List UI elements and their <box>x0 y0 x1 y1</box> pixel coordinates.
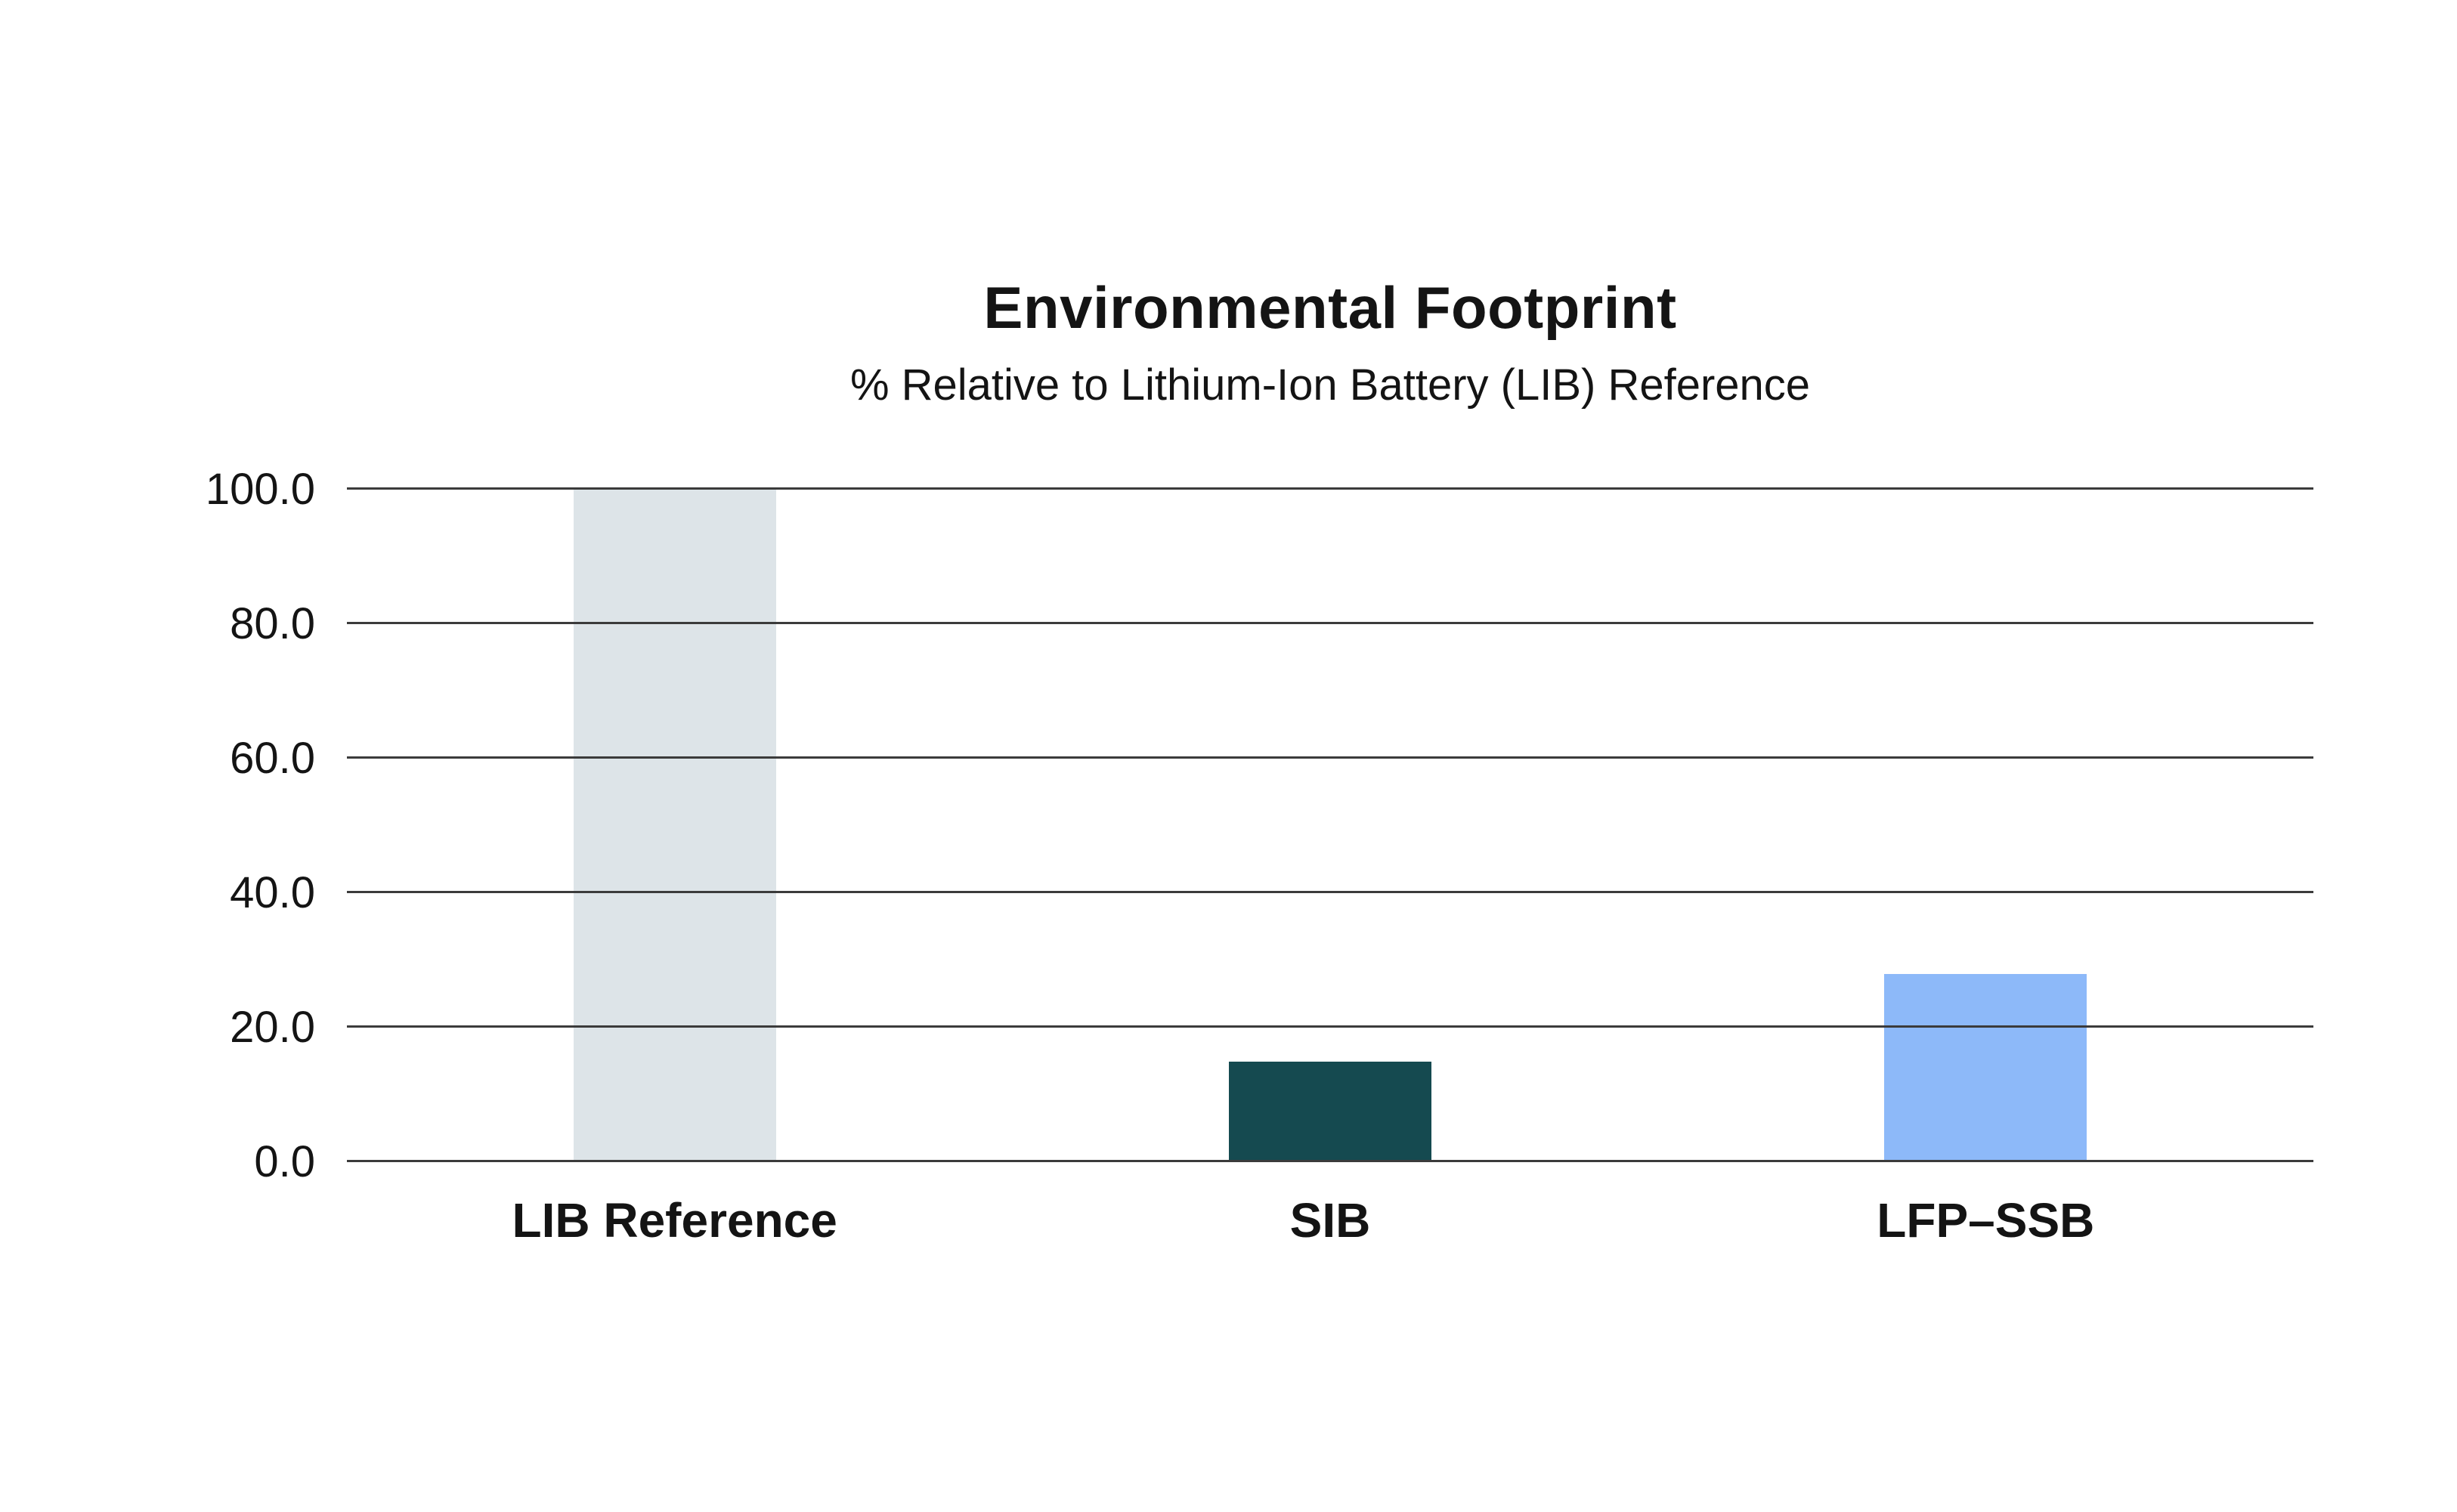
y-axis-tick-labels: 0.0 20.0 40.0 60.0 80.0 100.0 <box>0 468 315 1184</box>
gridline <box>347 891 2313 893</box>
bar-lib-reference <box>573 490 776 1162</box>
y-tick-label: 0.0 <box>254 1137 315 1186</box>
bar-lfp-ssb <box>1884 973 2087 1162</box>
gridline <box>347 1160 2313 1162</box>
x-category-label: LFP–SSB <box>1877 1193 2095 1248</box>
x-category-label: LIB Reference <box>512 1193 837 1248</box>
y-tick-label: 20.0 <box>230 1003 315 1052</box>
y-tick-label: 100.0 <box>205 465 315 514</box>
y-tick-label: 40.0 <box>230 868 315 917</box>
gridline <box>347 487 2313 490</box>
y-tick-label: 80.0 <box>230 599 315 648</box>
gridline <box>347 1025 2313 1028</box>
chart-title: Environmental Footprint <box>983 274 1677 341</box>
chart-subtitle: % Relative to Lithium-Ion Battery (LIB) … <box>849 360 1811 410</box>
x-axis-category-labels: LIB Reference SIB LFP–SSB <box>347 1192 2313 1275</box>
y-tick-label: 60.0 <box>230 734 315 783</box>
plot-area <box>347 487 2313 1162</box>
gridline <box>347 622 2313 624</box>
bar-sib <box>1229 1061 1431 1162</box>
x-category-label: SIB <box>1289 1193 1371 1248</box>
gridline <box>347 756 2313 759</box>
